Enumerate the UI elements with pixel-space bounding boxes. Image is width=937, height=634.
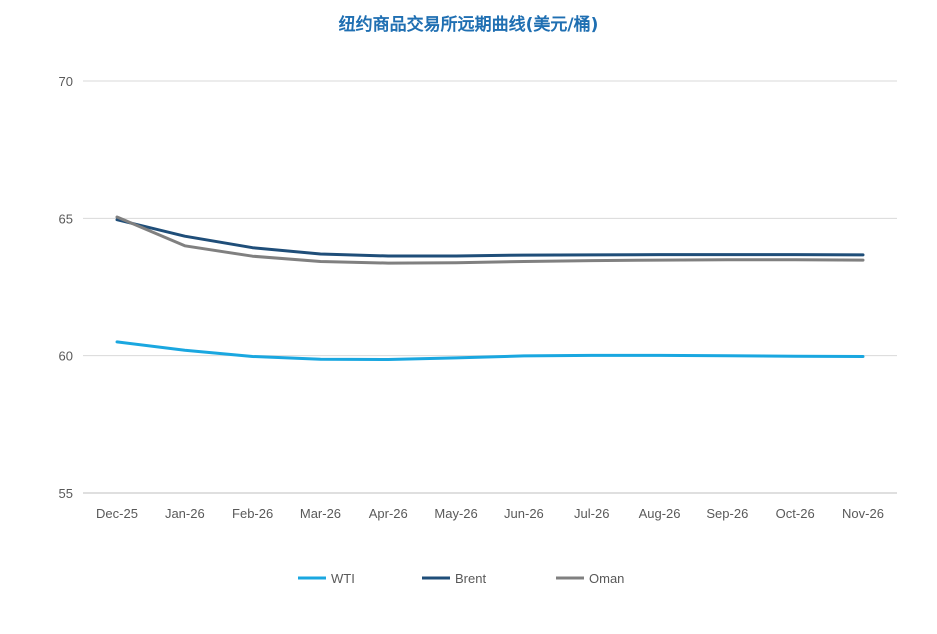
y-tick-label: 70 [59,74,73,89]
legend: WTI Brent Oman [298,571,624,586]
series-lines [115,215,865,361]
x-tick-label: Mar-26 [300,506,341,521]
legend-label: WTI [331,571,355,586]
x-tick-label: Jun-26 [504,506,544,521]
x-tick-label: May-26 [434,506,477,521]
legend-label: Brent [455,571,486,586]
series-line-brent [115,218,865,258]
axes: 55 60 65 70 Dec-25 Jan-26 Feb-26 Mar-26 Apr-26 Ma… [59,74,884,521]
y-tick-label: 60 [59,349,73,364]
series-line-wti [115,340,865,361]
x-tick-label: Feb-26 [232,506,273,521]
x-tick-label: Dec-25 [96,506,138,521]
series-line-oman [115,215,865,265]
y-tick-label: 65 [59,211,73,226]
x-tick-label: Apr-26 [369,506,408,521]
x-tick-label: Nov-26 [842,506,884,521]
chart-title: 纽约商品交易所远期曲线(美元/桶) [338,15,599,35]
x-tick-label: Jul-26 [574,506,609,521]
y-tick-label: 55 [59,486,73,501]
x-tick-label: Oct-26 [776,506,815,521]
x-tick-label: Jan-26 [165,506,205,521]
legend-label: Oman [589,571,624,586]
x-tick-label: Sep-26 [706,506,748,521]
grid-lines [83,80,897,494]
x-tick-label: Aug-26 [639,506,681,521]
